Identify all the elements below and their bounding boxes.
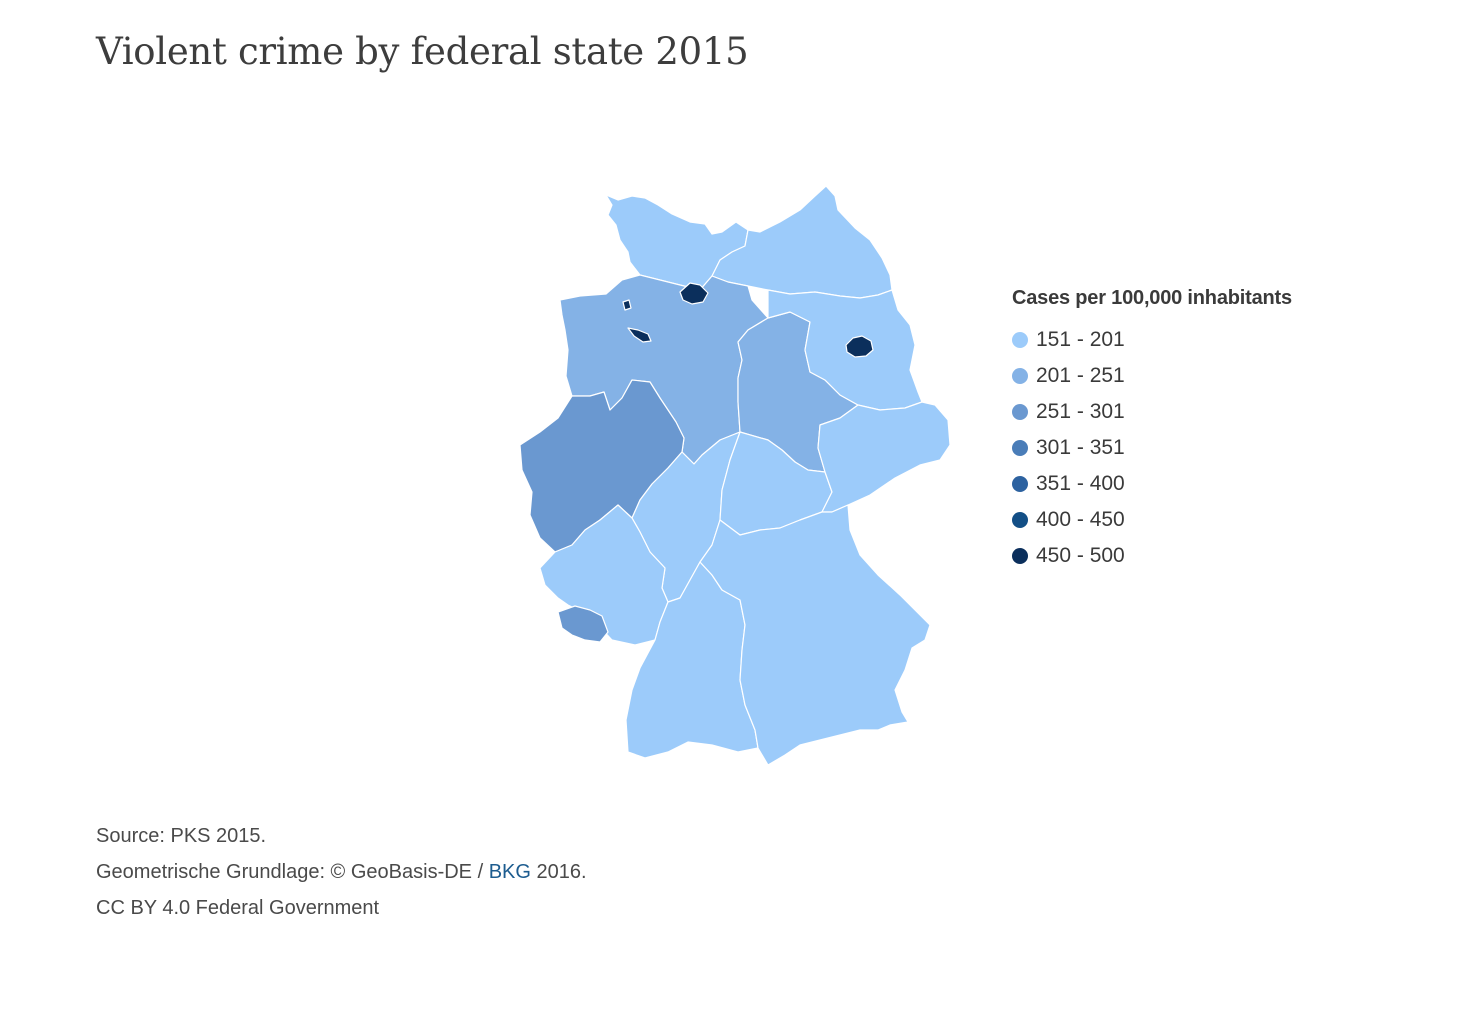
legend-label: 351 - 400	[1036, 472, 1125, 495]
legend-swatch	[1012, 404, 1028, 420]
geo-attribution-suffix: 2016.	[530, 861, 587, 883]
legend-swatch	[1012, 548, 1028, 564]
geo-attribution: Geometrische Grundlage: © GeoBasis-DE / …	[96, 854, 587, 890]
state-bayern[interactable]	[699, 504, 931, 766]
legend-swatch	[1012, 476, 1028, 492]
legend-title: Cases per 100,000 inhabitants	[1012, 287, 1292, 309]
legend-label: 400 - 450	[1036, 508, 1125, 531]
legend-item: 301 - 351	[1012, 430, 1292, 466]
legend-label: 151 - 201	[1036, 328, 1125, 351]
legend-label: 301 - 351	[1036, 436, 1125, 459]
legend-item: 400 - 450	[1012, 502, 1292, 538]
germany-choropleth-map	[519, 185, 951, 766]
legend-swatch	[1012, 440, 1028, 456]
legend-item: 251 - 301	[1012, 394, 1292, 430]
state-brandenburg[interactable]	[767, 289, 923, 411]
state-hamburg[interactable]	[679, 282, 709, 305]
state-berlin[interactable]	[845, 335, 874, 358]
legend-label: 251 - 301	[1036, 400, 1125, 423]
legend-item: 151 - 201	[1012, 322, 1292, 358]
legend-label: 450 - 500	[1036, 544, 1125, 567]
legend-item: 351 - 400	[1012, 466, 1292, 502]
map-footer: Source: PKS 2015. Geometrische Grundlage…	[96, 818, 587, 926]
legend-swatch	[1012, 368, 1028, 384]
source-note: Source: PKS 2015.	[96, 825, 267, 847]
map-title: Violent crime by federal state 2015	[96, 30, 749, 73]
state-bremen[interactable]	[622, 299, 652, 343]
legend-item: 450 - 500	[1012, 538, 1292, 574]
legend-swatch	[1012, 512, 1028, 528]
legend-swatch	[1012, 332, 1028, 348]
geo-attribution-prefix: Geometrische Grundlage: © GeoBasis-DE /	[96, 861, 489, 883]
legend-item: 201 - 251	[1012, 358, 1292, 394]
bkg-link[interactable]: BKG	[488, 861, 531, 883]
state-saarland[interactable]	[557, 605, 609, 643]
legend-label: 201 - 251	[1036, 364, 1125, 387]
license-note: CC BY 4.0 Federal Government	[96, 897, 380, 919]
map-legend: Cases per 100,000 inhabitants 151 - 201 …	[1012, 287, 1292, 574]
state-sachsen[interactable]	[817, 401, 951, 513]
